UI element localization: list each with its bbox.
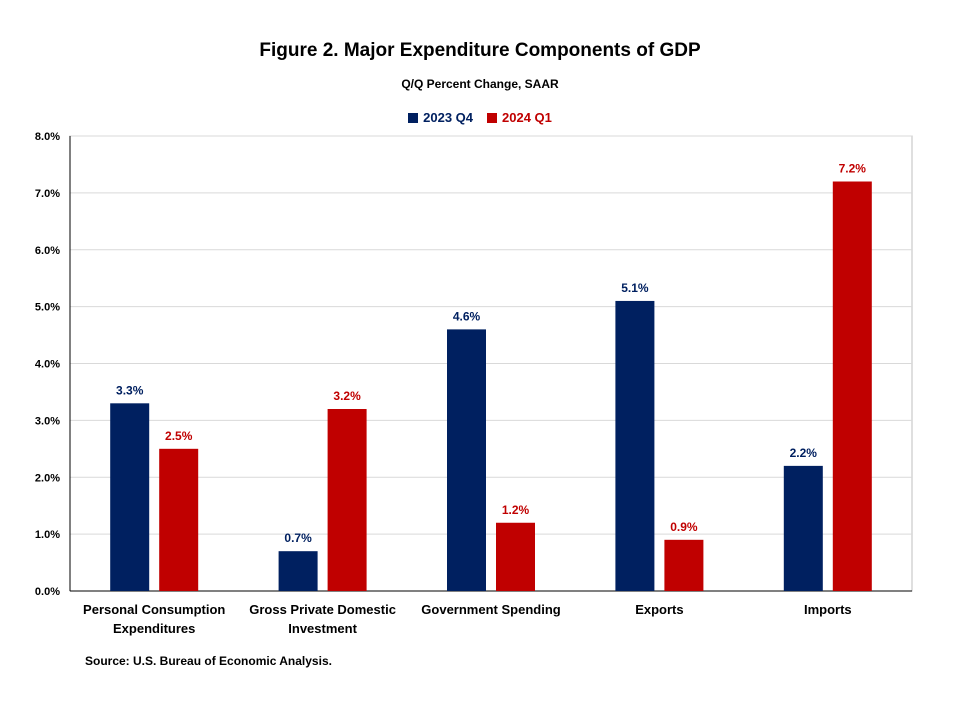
x-category-label: Exports	[635, 602, 683, 617]
y-tick-label: 3.0%	[35, 415, 60, 427]
y-tick-label: 0.0%	[35, 586, 60, 598]
y-tick-label: 6.0%	[35, 245, 60, 257]
y-tick-label: 4.0%	[35, 359, 60, 371]
y-tick-label: 1.0%	[35, 529, 60, 541]
data-label-series1: 2.2%	[790, 446, 818, 460]
y-tick-label: 8.0%	[35, 131, 60, 143]
y-tick-label: 7.0%	[35, 188, 60, 200]
x-category-label: Gross Private Domestic	[249, 602, 396, 617]
x-category-label: Imports	[804, 602, 852, 617]
y-tick-label: 5.0%	[35, 302, 60, 314]
legend-item-series2: 2024 Q1	[487, 110, 552, 125]
bar-series2	[159, 448, 199, 591]
legend-label-series2: 2024 Q1	[502, 110, 552, 125]
legend-swatch-series1	[408, 112, 419, 123]
bar-series1	[783, 465, 823, 591]
chart-title: Figure 2. Major Expenditure Components o…	[259, 40, 701, 61]
legend-label-series1: 2023 Q4	[423, 110, 473, 125]
data-label-series1: 5.1%	[621, 281, 649, 295]
bar-series2	[832, 181, 872, 591]
bar-series1	[110, 403, 150, 591]
bar-series1	[615, 300, 655, 591]
data-label-series2: 0.9%	[670, 520, 698, 534]
data-label-series1: 0.7%	[284, 531, 312, 545]
legend: 2023 Q4 2024 Q1	[0, 110, 960, 125]
legend-item-series1: 2023 Q4	[408, 110, 473, 125]
bar-series2	[664, 539, 704, 591]
data-label-series2: 1.2%	[502, 503, 530, 517]
data-label-series2: 3.2%	[333, 389, 361, 403]
bar-series1	[447, 329, 486, 591]
x-category-label: Investment	[288, 621, 357, 636]
source-note: Source: U.S. Bureau of Economic Analysis…	[85, 654, 332, 668]
x-category-label: Expenditures	[113, 621, 195, 636]
data-label-series1: 4.6%	[453, 309, 481, 323]
chart-subtitle: Q/Q Percent Change, SAAR	[401, 77, 559, 91]
x-category-label: Government Spending	[421, 602, 560, 617]
data-label-series1: 3.3%	[116, 383, 144, 397]
legend-swatch-series2	[487, 112, 497, 123]
data-label-series2: 7.2%	[839, 162, 867, 176]
bar-series1	[278, 551, 318, 591]
data-label-series2: 2.5%	[165, 429, 193, 443]
x-category-label: Personal Consumption	[83, 602, 225, 617]
bar-series2	[496, 522, 535, 591]
bar-series2	[327, 409, 367, 591]
y-tick-label: 2.0%	[35, 472, 60, 484]
